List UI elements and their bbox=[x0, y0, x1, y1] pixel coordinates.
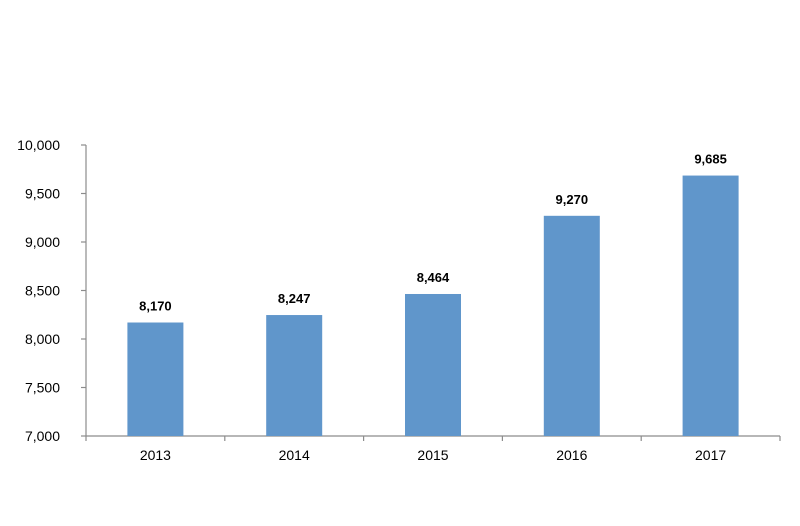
x-tick-label: 2017 bbox=[695, 447, 726, 463]
bar-2014 bbox=[266, 315, 323, 436]
y-tick-label: 8,000 bbox=[25, 331, 60, 347]
bar-2015 bbox=[405, 293, 461, 436]
bars bbox=[127, 175, 739, 436]
x-tick-label: 2013 bbox=[140, 447, 171, 463]
y-tick-label: 10,000 bbox=[17, 137, 60, 153]
y-tick-label: 9,000 bbox=[25, 234, 60, 250]
x-tick-label: 2014 bbox=[279, 447, 310, 463]
data-label-2013: 8,170 bbox=[139, 299, 172, 314]
data-label-2017: 9,685 bbox=[694, 152, 727, 167]
data-labels: 8,170 8,247 8,464 9,270 9,685 bbox=[139, 152, 727, 314]
y-axis: 7,000 7,500 8,000 8,500 9,000 9,500 10,000 bbox=[17, 137, 87, 444]
x-tick-label: 2015 bbox=[417, 447, 448, 463]
y-tick-label: 7,000 bbox=[25, 428, 60, 444]
data-label-2014: 8,247 bbox=[278, 291, 311, 306]
bar-2016 bbox=[543, 215, 600, 436]
y-tick-label: 8,500 bbox=[25, 283, 60, 299]
data-label-2015: 8,464 bbox=[417, 270, 450, 285]
y-tick-label: 7,500 bbox=[25, 380, 60, 396]
x-tick-label: 2016 bbox=[556, 447, 587, 463]
x-axis: 2013 2014 2015 2016 2017 bbox=[85, 435, 781, 463]
bar-2013 bbox=[127, 322, 184, 436]
bar-2017 bbox=[682, 175, 739, 436]
data-label-2016: 9,270 bbox=[556, 192, 589, 207]
y-tick-label: 9,500 bbox=[25, 186, 60, 202]
